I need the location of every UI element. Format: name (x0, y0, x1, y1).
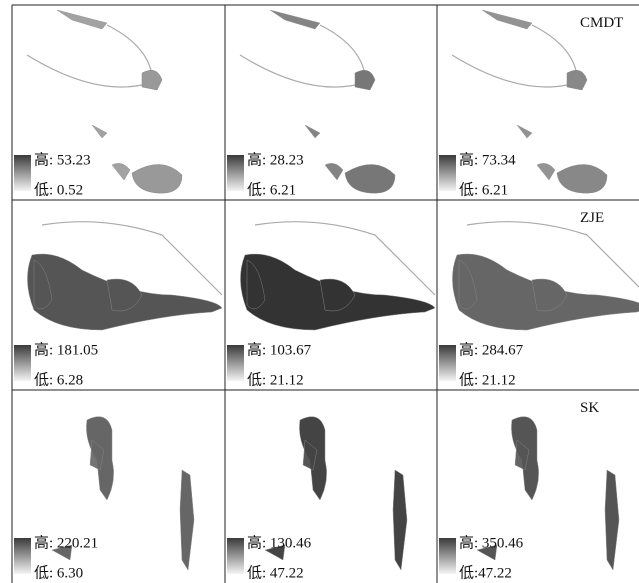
map-panel: 高: 220.21 低: 6.30 (14, 416, 195, 581)
region (354, 69, 376, 91)
legend-ramp (14, 345, 31, 381)
region (604, 469, 620, 571)
legend-low: 低: 6.21 (247, 181, 296, 198)
legend-low: 低: 6.30 (34, 564, 83, 581)
region (556, 164, 608, 194)
coastline (26, 24, 153, 88)
coastline (254, 221, 436, 296)
region (106, 278, 143, 312)
region (51, 544, 73, 561)
region (141, 69, 163, 91)
region (514, 439, 530, 471)
row-label: ZJE (580, 210, 604, 226)
region (269, 9, 321, 30)
map-panel: 高: 53.23 低: 0.52 (14, 9, 183, 198)
region (56, 9, 108, 30)
region (531, 278, 568, 312)
coastline (41, 221, 223, 296)
coastline (466, 221, 639, 288)
legend-low: 低: 0.52 (34, 181, 83, 198)
legend-low: 低: 6.21 (459, 181, 508, 198)
legend-high: 高: 220.21 (34, 534, 98, 551)
map-panel: 高: 284.67 低: 21.12 (439, 221, 639, 388)
region (481, 9, 533, 30)
legend-ramp (227, 538, 244, 574)
legend-low: 低: 21.12 (459, 371, 516, 388)
legend-low: 低: 21.12 (247, 371, 304, 388)
region (319, 278, 356, 312)
region (302, 439, 318, 471)
legend-high: 高: 284.67 (459, 341, 524, 358)
map-panel: 高: 73.34 低: 6.21 (439, 9, 608, 198)
region (264, 544, 286, 561)
legend-ramp (227, 345, 244, 381)
legend-ramp (14, 155, 31, 191)
legend-ramp (14, 538, 31, 574)
legend-ramp (439, 155, 456, 191)
region (458, 259, 478, 310)
region (131, 164, 183, 194)
row-label: SK (580, 400, 599, 416)
legend-high: 高: 28.23 (247, 151, 304, 168)
legend-high: 高: 53.23 (34, 151, 91, 168)
legend-high: 高: 103.67 (247, 341, 312, 358)
map-panel: 高: 28.23 低: 6.21 (227, 9, 396, 198)
legend-ramp (439, 345, 456, 381)
region (324, 163, 344, 181)
row-label: CMDT (580, 15, 623, 31)
region (344, 164, 396, 194)
legend-high: 高: 73.34 (459, 151, 516, 168)
map-panel: 高: 350.46 低:47.22 (439, 416, 620, 581)
legend-ramp (439, 538, 456, 574)
region (516, 124, 533, 139)
coastline (239, 24, 366, 88)
legend-low: 低: 47.22 (247, 564, 304, 581)
legend-high: 高: 130.46 (247, 534, 312, 551)
legend-ramp (227, 155, 244, 191)
legend-high: 高: 181.05 (34, 341, 98, 358)
region (566, 69, 588, 91)
region (179, 469, 195, 571)
region (476, 544, 498, 561)
region (89, 439, 105, 471)
coastline (451, 24, 578, 88)
legend-high: 高: 350.46 (459, 534, 524, 551)
legend-low: 低: 6.28 (34, 371, 83, 388)
legend-low: 低:47.22 (459, 564, 512, 581)
region (246, 259, 266, 310)
region (111, 163, 131, 181)
map-panel: 高: 103.67 低: 21.12 (227, 221, 436, 388)
region (91, 124, 108, 139)
map-panel: 高: 130.46 低: 47.22 (227, 416, 408, 581)
region (304, 124, 321, 139)
region (33, 259, 53, 310)
region (536, 163, 556, 181)
map-panel: 高: 181.05 低: 6.28 (14, 221, 223, 388)
region (392, 469, 408, 571)
